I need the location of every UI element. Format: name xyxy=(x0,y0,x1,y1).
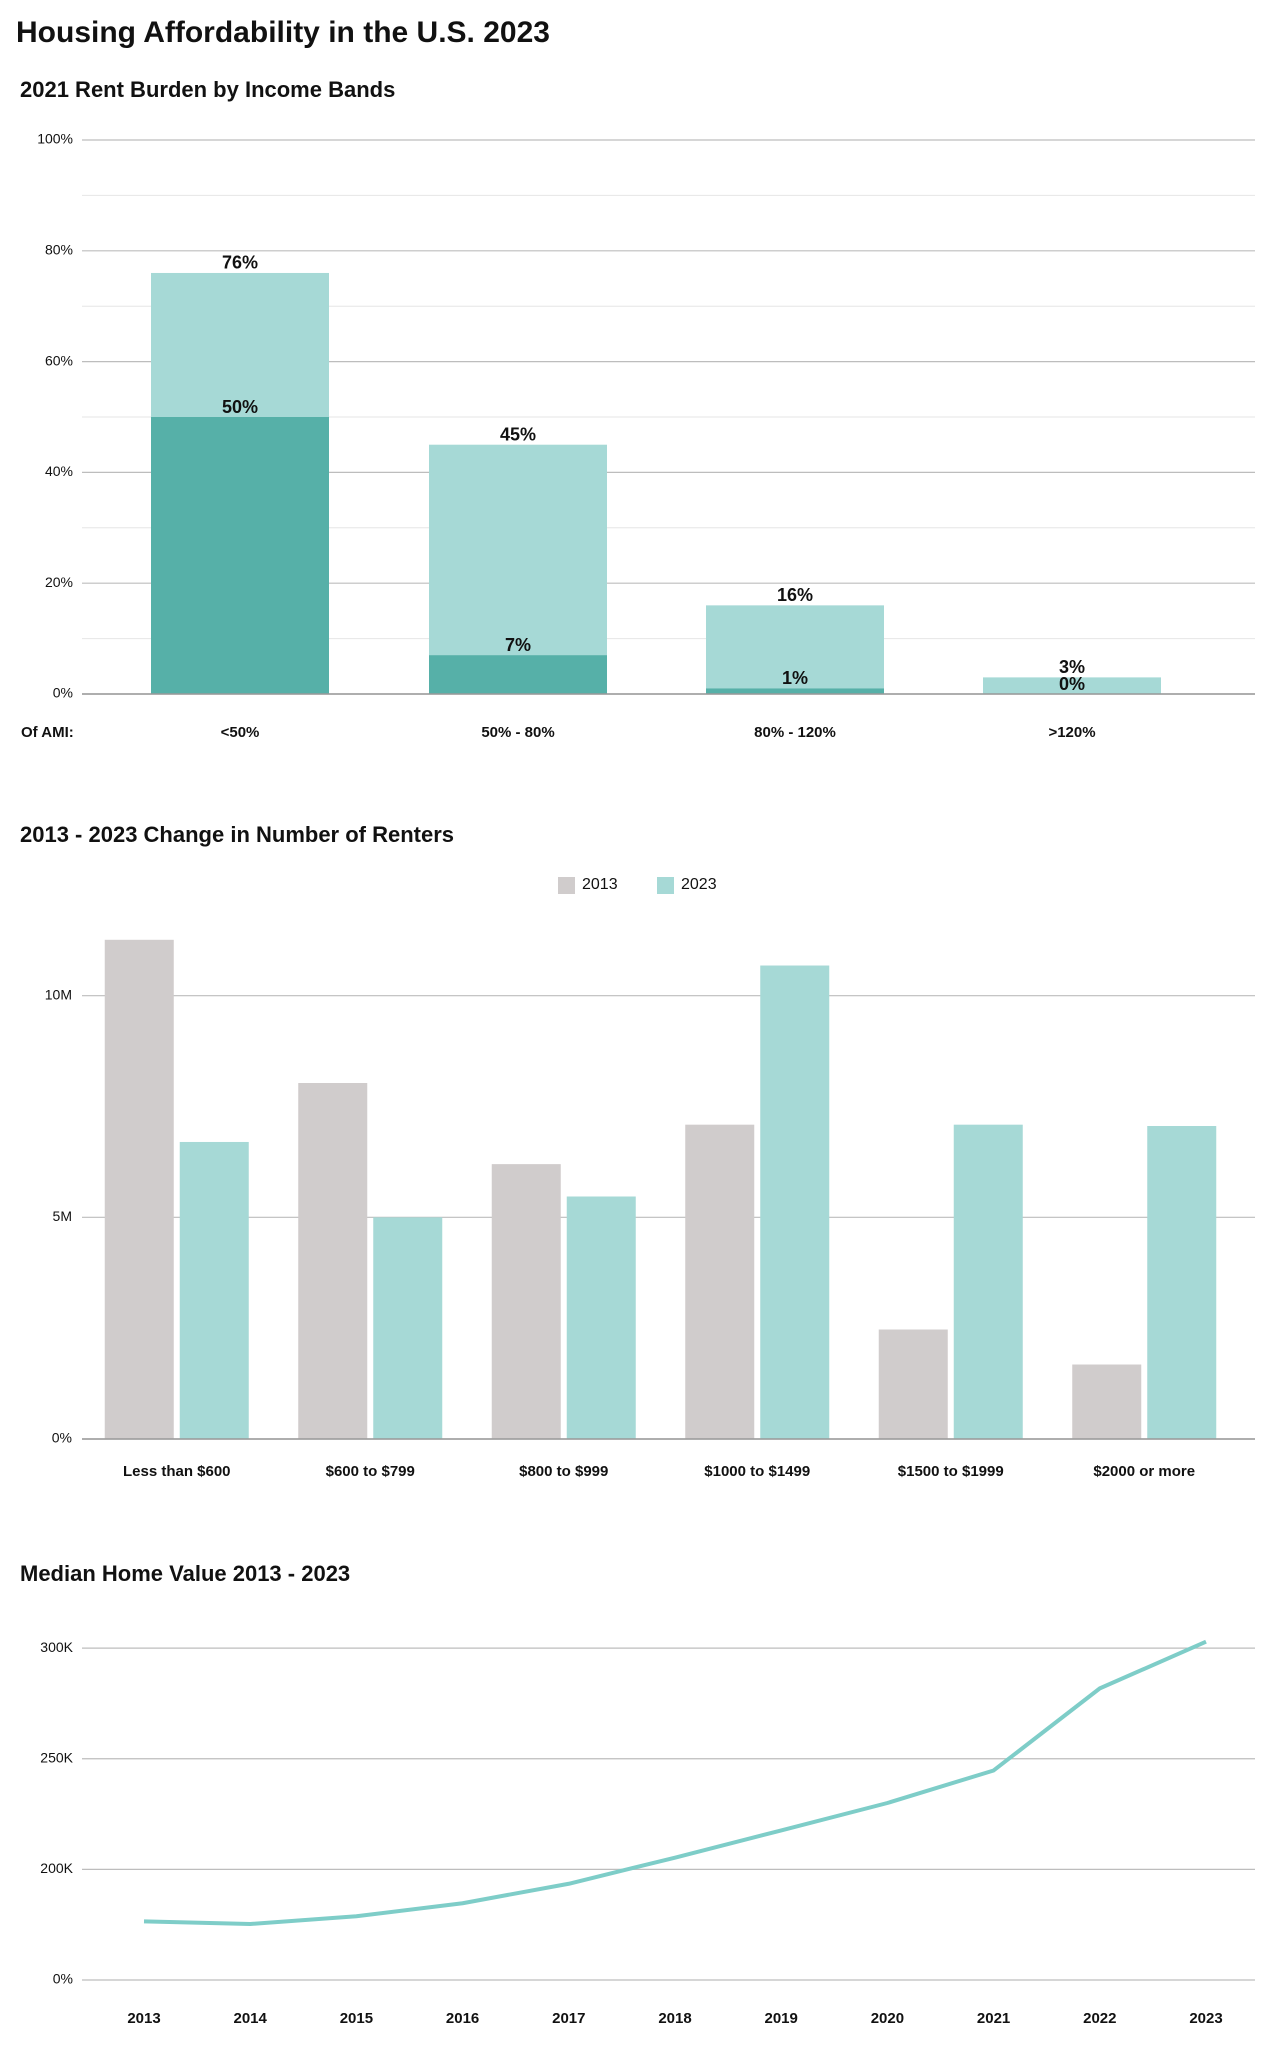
legend-swatch xyxy=(558,877,575,894)
bar xyxy=(429,444,607,694)
legend-swatch xyxy=(657,877,674,894)
y-tick-label: 10M xyxy=(45,986,72,1002)
bar xyxy=(566,1196,636,1439)
x-tick-label: 2015 xyxy=(340,2010,373,2027)
bar xyxy=(179,1141,249,1439)
x-axis-label: Of AMI: xyxy=(21,724,74,741)
legend-label: 2023 xyxy=(681,876,717,893)
y-tick-label: 200K xyxy=(40,1860,73,1876)
y-tick-label: 40% xyxy=(45,463,73,479)
bar xyxy=(953,1124,1023,1439)
y-tick-label: 0% xyxy=(53,1971,73,1987)
bar xyxy=(151,417,329,694)
x-tick-label: <50% xyxy=(221,724,260,741)
x-tick-label: $800 to $999 xyxy=(519,1463,608,1480)
x-tick-label: 2019 xyxy=(765,2010,798,2027)
y-tick-label: 0% xyxy=(52,1430,72,1446)
bar xyxy=(373,1217,443,1439)
x-tick-label: 80% - 120% xyxy=(754,724,836,741)
x-tick-label: Less than $600 xyxy=(123,1463,231,1480)
page-title: Housing Affordability in the U.S. 2023 xyxy=(16,16,550,49)
bar xyxy=(1147,1126,1217,1439)
x-tick-label: 2018 xyxy=(658,2010,691,2027)
y-tick-label: 100% xyxy=(37,131,73,147)
bar xyxy=(298,1083,368,1439)
y-tick-label: 250K xyxy=(40,1749,73,1765)
y-tick-label: 20% xyxy=(45,574,73,590)
bar xyxy=(429,655,607,694)
x-tick-label: 2023 xyxy=(1189,2010,1222,2027)
y-tick-label: 80% xyxy=(45,242,73,258)
data-label: 45% xyxy=(500,424,536,444)
x-tick-label: $1000 to $1499 xyxy=(704,1463,810,1480)
y-tick-label: 300K xyxy=(40,1639,73,1655)
x-tick-label: 50% - 80% xyxy=(481,724,554,741)
legend-label: 2013 xyxy=(582,876,618,893)
bar xyxy=(983,677,1161,694)
chart-title: 2013 - 2023 Change in Number of Renters xyxy=(20,822,454,847)
x-tick-label: 2014 xyxy=(234,2010,268,2027)
y-tick-label: 60% xyxy=(45,352,73,368)
data-label: 16% xyxy=(777,585,813,605)
data-label: 1% xyxy=(782,668,808,688)
bar xyxy=(104,939,174,1439)
x-tick-label: >120% xyxy=(1048,724,1095,741)
x-tick-label: 2017 xyxy=(552,2010,585,2027)
data-label: 0% xyxy=(1059,674,1085,694)
data-label: 3% xyxy=(1059,657,1085,677)
data-label: 7% xyxy=(505,635,531,655)
bar xyxy=(491,1164,561,1439)
x-tick-label: 2021 xyxy=(977,2010,1010,2027)
x-tick-label: $1500 to $1999 xyxy=(898,1463,1004,1480)
x-tick-label: $2000 or more xyxy=(1093,1463,1195,1480)
bar xyxy=(706,605,884,694)
chart-title: Median Home Value 2013 - 2023 xyxy=(20,1561,350,1586)
bar xyxy=(1072,1364,1142,1439)
line xyxy=(143,1639,1207,1927)
x-tick-label: 2016 xyxy=(446,2010,479,2027)
data-label: 50% xyxy=(222,397,258,417)
y-tick-label: 0% xyxy=(53,685,73,701)
bar xyxy=(706,688,884,694)
bar xyxy=(685,1124,755,1439)
x-tick-label: 2013 xyxy=(127,2010,160,2027)
x-tick-label: $600 to $799 xyxy=(326,1463,415,1480)
data-label: 76% xyxy=(222,253,258,273)
bar xyxy=(760,965,830,1439)
y-tick-label: 5M xyxy=(53,1208,72,1224)
bar xyxy=(878,1329,948,1439)
chart-title: 2021 Rent Burden by Income Bands xyxy=(20,77,395,102)
x-tick-label: 2022 xyxy=(1083,2010,1116,2027)
x-tick-label: 2020 xyxy=(871,2010,904,2027)
